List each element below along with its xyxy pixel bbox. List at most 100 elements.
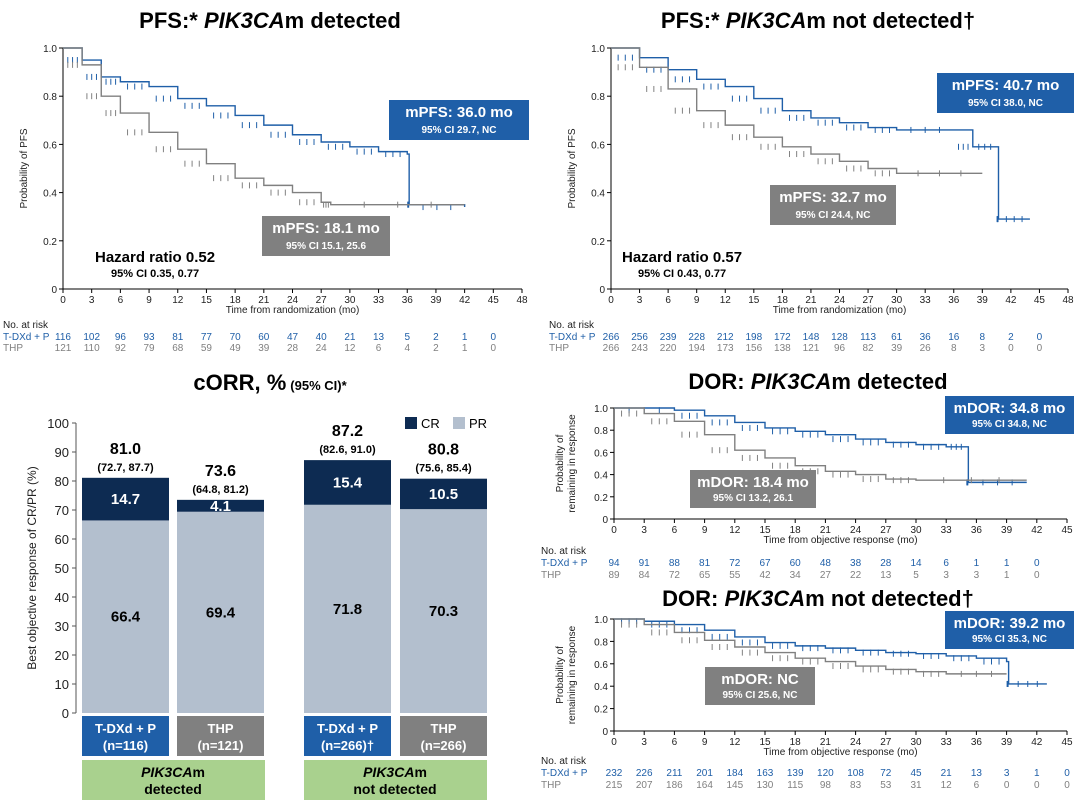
arm-label: T-DXd + P (317, 721, 378, 736)
risk-count: 91 (639, 558, 651, 569)
y-tick-label: 0.2 (594, 493, 608, 504)
risk-count: 84 (639, 570, 651, 581)
risk-count: 243 (631, 343, 648, 354)
median-ci: 95% CI 38.0, NC (968, 98, 1043, 109)
y-tick-label: 0 (602, 515, 608, 526)
group-label: PIK3CAm (363, 764, 427, 780)
orr-total: 81.0 (110, 441, 141, 458)
chart-title: DOR: PIK3CAm detected (688, 369, 947, 394)
cr-value: 14.7 (111, 491, 140, 508)
x-tick-label: 3 (641, 525, 647, 536)
y-tick-label: 1.0 (43, 44, 57, 55)
risk-count: 211 (666, 768, 682, 779)
risk-row-label: T-DXd + P (541, 768, 588, 779)
x-tick-label: 12 (172, 295, 184, 306)
median-value: mDOR: 34.8 mo (954, 400, 1066, 417)
x-tick-label: 21 (805, 295, 817, 306)
risk-count: 6 (376, 343, 382, 354)
risk-count: 26 (920, 343, 932, 354)
x-tick-label: 0 (608, 295, 614, 306)
y-tick-label: 1.0 (594, 615, 608, 626)
y-tick-label: 80 (55, 474, 69, 489)
y-tick-label: 1.0 (594, 404, 608, 415)
risk-table-header: No. at risk (3, 320, 49, 331)
x-tick-label: 21 (820, 737, 832, 748)
km-panel-dor_nd: DOR: PIK3CAm not detected†0 3 6 9 12 15 18 21 24… (541, 586, 1074, 791)
x-tick-label: 42 (1005, 295, 1017, 306)
risk-count: 0 (1064, 768, 1070, 779)
y-axis-label: Probability of PFS (19, 128, 30, 208)
risk-count: 215 (606, 780, 623, 791)
legend-swatch-pr (453, 417, 465, 429)
x-tick-label: 6 (665, 295, 671, 306)
x-tick-label: 3 (637, 295, 643, 306)
risk-count: 22 (850, 570, 862, 581)
risk-count: 1 (1034, 768, 1040, 779)
median-value: mPFS: 32.7 mo (779, 189, 887, 206)
x-tick-label: 3 (89, 295, 95, 306)
km-curve-thp (611, 47, 983, 175)
x-tick-label: 9 (146, 295, 152, 306)
x-tick-label: 9 (694, 295, 700, 306)
x-tick-label: 48 (1062, 295, 1074, 306)
pr-value: 66.4 (111, 609, 141, 626)
x-tick-label: 39 (430, 295, 442, 306)
x-tick-label: 27 (863, 295, 875, 306)
y-tick-label: 1.0 (591, 44, 605, 55)
x-tick-label: 24 (850, 525, 862, 536)
risk-count: 164 (696, 780, 713, 791)
corr-bar-chart: cORR, % (95% CI)* 0 10 20 30 40 50 60 70 80 90 100 Be… (25, 370, 487, 800)
x-tick-label: 45 (488, 295, 500, 306)
arm-label-box (400, 716, 487, 756)
x-tick-label: 3 (641, 737, 647, 748)
risk-count: 139 (787, 768, 804, 779)
risk-count: 96 (834, 343, 846, 354)
risk-count: 8 (951, 343, 957, 354)
risk-count: 2 (433, 332, 439, 343)
risk-count: 77 (201, 332, 213, 343)
risk-count: 93 (144, 332, 156, 343)
orr-total: 87.2 (332, 423, 363, 440)
bar-pr (400, 509, 487, 713)
median-value: mDOR: 18.4 mo (697, 474, 809, 491)
x-tick-label: 9 (702, 737, 708, 748)
y-tick-label: 0.4 (591, 189, 605, 200)
y-tick-label: 0 (62, 706, 69, 721)
x-tick-label: 42 (1031, 525, 1043, 536)
x-tick-label: 15 (748, 295, 760, 306)
km-curve-thp (614, 618, 1007, 675)
orr-total: 73.6 (205, 463, 236, 480)
cr-value: 4.1 (210, 498, 231, 515)
risk-row-label: THP (541, 570, 561, 581)
x-tick-label: 27 (316, 295, 328, 306)
y-tick-label: 0.6 (594, 660, 608, 671)
risk-count: 0 (1004, 780, 1010, 791)
x-tick-label: 30 (344, 295, 356, 306)
risk-count: 113 (860, 332, 876, 343)
y-axis-label: Probability ofremaining in response (555, 625, 578, 724)
y-axis-label: Best objective response of CR/PR (%) (25, 466, 39, 669)
risk-count: 98 (820, 780, 832, 791)
median-annotation-box (705, 667, 815, 705)
pr-value: 70.3 (429, 603, 458, 620)
x-tick-label: 15 (759, 525, 771, 536)
y-tick-label: 0.2 (591, 237, 605, 248)
risk-count: 61 (891, 332, 903, 343)
arm-label-box (82, 716, 169, 756)
legend-swatch-cr (405, 417, 417, 429)
risk-count: 21 (941, 768, 953, 779)
risk-count: 115 (787, 780, 803, 791)
bar-cr (82, 477, 169, 521)
risk-table-header: No. at risk (549, 320, 595, 331)
risk-count: 79 (144, 343, 156, 354)
median-ci: 95% CI 24.4, NC (795, 210, 870, 221)
arm-n: (n=121) (198, 738, 244, 753)
orr-ci: (75.6, 85.4) (415, 463, 472, 475)
y-tick-label: 0.8 (43, 92, 57, 103)
x-tick-label: 36 (402, 295, 414, 306)
km-panel-pfs_nd: PFS:* PIK3CAm not detected†0 3 6 9 12 15 18 21 2… (549, 8, 1074, 354)
bar-pr (177, 511, 264, 713)
y-tick-label: 60 (55, 532, 69, 547)
